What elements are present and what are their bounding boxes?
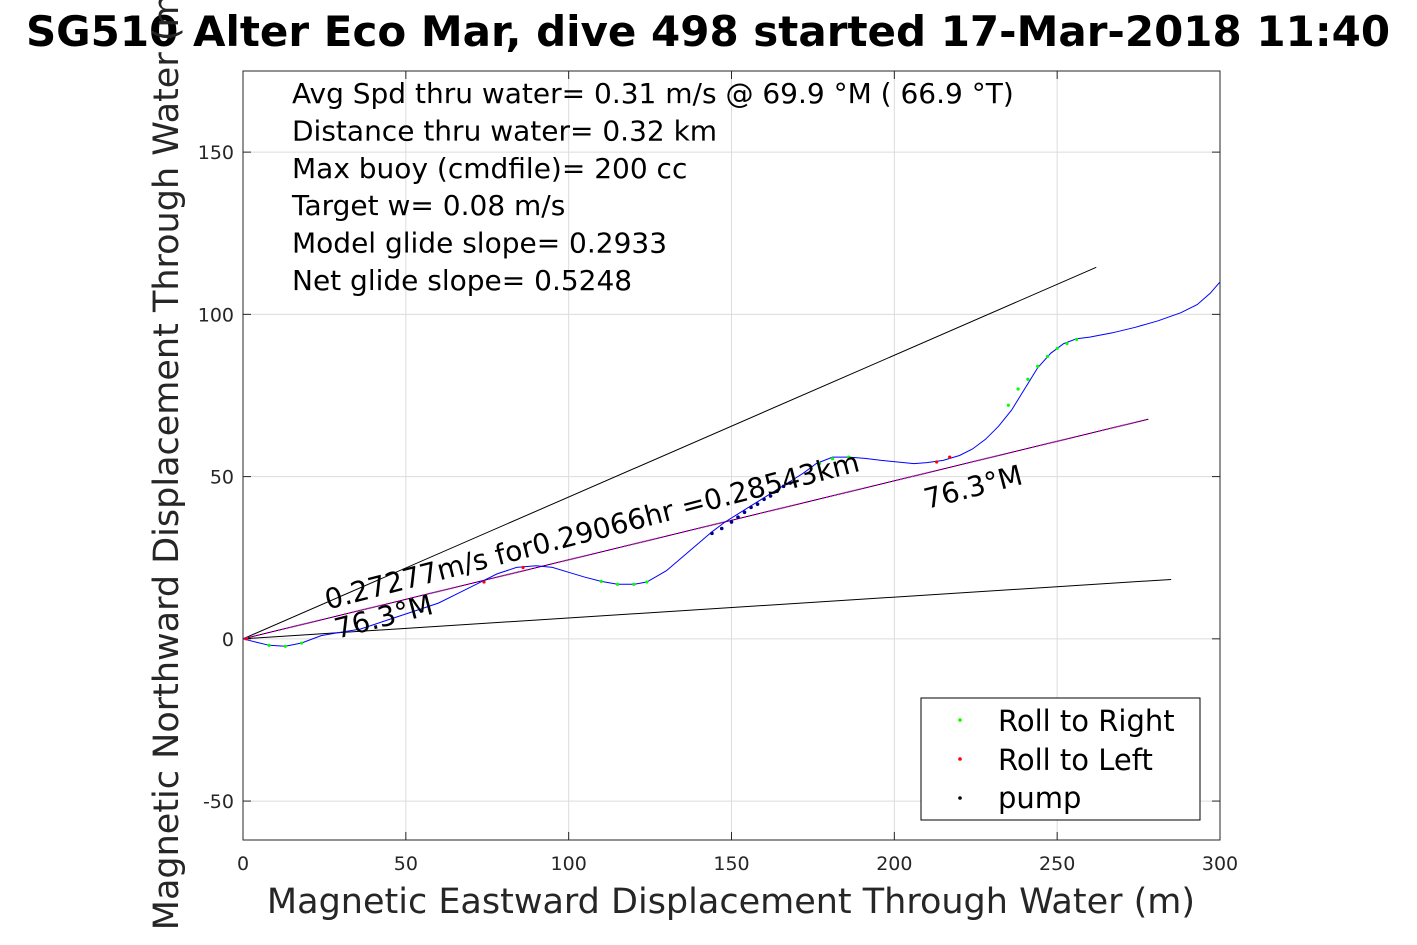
point-roll-to-left xyxy=(935,460,939,464)
point-roll-to-left xyxy=(482,580,486,584)
x-tick-label: 150 xyxy=(713,853,749,875)
x-tick-label: 250 xyxy=(1039,853,1075,875)
point-roll-to-left xyxy=(948,455,952,459)
y-tick-label: 100 xyxy=(198,304,234,326)
reference-line-upper-bound xyxy=(242,266,1097,640)
point-pump xyxy=(768,494,773,498)
point-roll-to-right xyxy=(283,644,287,648)
info-line: Max buoy (cmdfile)= 200 cc xyxy=(292,152,687,185)
point-pump xyxy=(719,526,724,531)
y-tick-label: 50 xyxy=(210,467,234,489)
point-roll-to-right xyxy=(632,582,636,586)
reference-line-heading-dots xyxy=(242,418,1149,640)
x-axis-label: Magnetic Eastward Displacement Through W… xyxy=(267,882,1195,922)
info-line: Net glide slope= 0.5248 xyxy=(292,264,632,297)
legend-label-roll-right: Roll to Right xyxy=(998,704,1175,738)
point-pump xyxy=(710,531,714,536)
point-roll-to-right xyxy=(615,582,620,586)
point-roll-to-right xyxy=(1075,337,1079,341)
point-roll-to-right xyxy=(1026,377,1030,381)
point-pump xyxy=(775,489,779,493)
point-pump xyxy=(742,510,747,515)
y-tick-label: 0 xyxy=(222,629,234,651)
info-text: Avg Spd thru water= 0.31 m/s @ 69.9 °M (… xyxy=(291,77,1014,297)
point-pump xyxy=(755,502,760,506)
legend-marker-roll-right xyxy=(958,718,962,722)
legend-label-roll-left: Roll to Left xyxy=(998,743,1153,777)
x-tick-label: 0 xyxy=(237,853,249,875)
point-roll-to-right xyxy=(1006,403,1010,407)
point-roll-to-right xyxy=(599,579,603,583)
point-roll-to-right xyxy=(1055,346,1059,351)
point-roll-to-right xyxy=(1045,354,1049,359)
point-roll-to-right xyxy=(1016,387,1020,391)
legend-box xyxy=(920,697,1201,821)
legend-marker-pump xyxy=(958,796,962,800)
point-roll-to-right xyxy=(1065,341,1069,346)
x-tick-label: 100 xyxy=(551,853,587,875)
point-roll-to-right xyxy=(817,462,822,466)
ticks: 0 50 100 150 200 250 300 -50 0 50 100 150 xyxy=(198,71,1238,875)
x-tick-label: 300 xyxy=(1202,853,1238,875)
legend-label-pump: pump xyxy=(998,781,1081,815)
legend: Roll to Right Roll to Left pump xyxy=(920,697,1201,821)
legend-marker-roll-left xyxy=(958,757,962,761)
chart-title: SG510 Alter Eco Mar, dive 498 started 17… xyxy=(26,7,1390,56)
point-roll-to-right xyxy=(267,643,271,647)
info-line: Target w= 0.08 m/s xyxy=(291,189,565,222)
info-line: Distance thru water= 0.32 km xyxy=(292,114,717,147)
info-line: Model glide slope= 0.2933 xyxy=(292,227,667,260)
point-pump xyxy=(749,505,753,510)
plot-frame xyxy=(242,70,1221,841)
point-roll-to-right xyxy=(645,580,649,584)
point-pump xyxy=(788,481,792,485)
point-roll-to-right xyxy=(830,457,835,461)
point-pump xyxy=(729,520,734,524)
point-pump xyxy=(781,484,786,489)
point-roll-to-right xyxy=(847,455,851,459)
info-line: Avg Spd thru water= 0.31 m/s @ 69.9 °M (… xyxy=(292,77,1014,110)
point-roll-to-left xyxy=(244,637,248,641)
point-roll-to-left xyxy=(521,565,525,570)
x-tick-label: 200 xyxy=(876,853,912,875)
x-tick-label: 50 xyxy=(394,853,418,875)
point-pump xyxy=(762,497,766,502)
series-layer xyxy=(242,266,1221,648)
y-tick-label: 150 xyxy=(198,142,234,164)
reference-line-lower-bound xyxy=(242,578,1172,640)
y-tick-label: -50 xyxy=(203,791,234,813)
point-roll-to-right xyxy=(1036,364,1040,368)
point-pump xyxy=(736,515,740,519)
point-roll-to-right xyxy=(300,641,304,645)
y-axis-label: Magnetic Northward Displacement Through … xyxy=(147,0,187,930)
